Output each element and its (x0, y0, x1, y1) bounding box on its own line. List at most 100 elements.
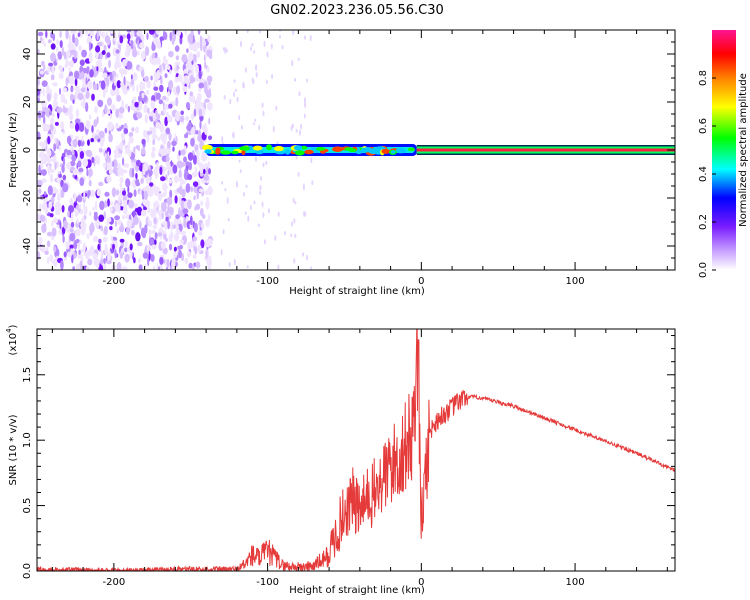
noise-speckle (183, 75, 189, 84)
noise-speckle (133, 146, 136, 153)
faint-speckle (243, 192, 246, 197)
noise-speckle (47, 39, 52, 44)
faint-speckle (262, 162, 265, 168)
noise-speckle (154, 200, 159, 209)
noise-speckle (98, 147, 103, 153)
noise-speckle (208, 135, 212, 141)
noise-speckle (201, 125, 208, 132)
faint-speckle (253, 50, 256, 54)
noise-speckle (108, 59, 111, 69)
noise-speckle (174, 195, 178, 204)
noise-speckle (169, 189, 173, 199)
noise-speckle (85, 120, 91, 130)
signal-blob (407, 147, 415, 152)
faint-speckle (224, 188, 227, 192)
faint-speckle (294, 201, 297, 205)
noise-speckle (117, 172, 121, 177)
noise-speckle (153, 169, 158, 176)
noise-speckle (205, 199, 210, 210)
noise-speckle (145, 176, 151, 183)
noise-speckle (88, 55, 93, 64)
noise-speckle (92, 206, 95, 211)
figure-title: GN02.2023.236.05.56.C30 (270, 3, 444, 18)
noise-speckle (80, 101, 86, 108)
noise-speckle (134, 101, 139, 108)
faint-speckle (238, 159, 241, 163)
noise-speckle (151, 244, 156, 250)
noise-speckle (107, 123, 112, 131)
faint-speckle (221, 135, 224, 143)
noise-speckle (86, 35, 93, 45)
noise-speckle (58, 87, 62, 95)
noise-speckle (143, 129, 148, 138)
noise-speckle (99, 264, 104, 270)
faint-speckle (240, 40, 242, 48)
faint-speckle (262, 110, 265, 117)
noise-speckle (47, 136, 51, 145)
noise-speckle (147, 216, 150, 225)
faint-speckle (274, 235, 277, 242)
noise-speckle (163, 55, 167, 64)
faint-speckle (227, 218, 230, 222)
spectrogram-y-tick-label: 40 (22, 48, 33, 61)
noise-speckle (48, 201, 53, 210)
faint-speckle (302, 183, 305, 191)
noise-speckle (65, 244, 70, 250)
noise-speckle (175, 229, 181, 235)
noise-speckle (94, 135, 100, 140)
noise-speckle (180, 149, 186, 156)
noise-speckle (185, 183, 191, 194)
noise-speckle (41, 223, 47, 234)
noise-speckle (59, 221, 62, 229)
noise-speckle (132, 96, 137, 103)
noise-speckle (41, 80, 48, 87)
faint-speckle (220, 249, 223, 256)
noise-speckle (80, 221, 87, 230)
noise-speckle (104, 191, 110, 197)
noise-speckle (141, 209, 147, 217)
noise-speckle (98, 238, 102, 244)
signal-blob (361, 147, 368, 153)
steady-line-core (416, 148, 675, 152)
signal-blob (285, 149, 291, 155)
faint-speckle (309, 34, 312, 42)
noise-speckle (119, 106, 125, 114)
noise-speckle (121, 215, 126, 220)
snr-exponent-power: 4 (5, 328, 13, 333)
noise-speckle (167, 170, 170, 176)
noise-speckle (166, 65, 171, 71)
faint-speckle (292, 30, 295, 36)
noise-speckle (37, 79, 40, 86)
spectrogram-x-label: Height of straight line (km) (289, 286, 425, 297)
noise-speckle (45, 30, 48, 39)
noise-speckle (114, 249, 117, 259)
noise-speckle (76, 195, 82, 203)
noise-speckle (43, 64, 46, 71)
signal-blob (239, 146, 251, 151)
spectrogram-y-tick-label: 20 (22, 96, 33, 109)
noise-speckle (143, 190, 148, 201)
noise-speckle (78, 167, 84, 173)
noise-speckle (89, 189, 96, 198)
noise-speckle (189, 240, 195, 248)
noise-speckle (199, 35, 203, 45)
colorbar-tick-label: 0.2 (698, 214, 709, 230)
noise-speckle (119, 35, 124, 44)
noise-speckle (87, 80, 93, 90)
noise-speckle (73, 240, 78, 250)
faint-speckle (270, 43, 273, 50)
noise-speckle (167, 91, 170, 97)
noise-speckle (180, 230, 186, 235)
noise-speckle (47, 256, 50, 265)
faint-speckle (260, 176, 263, 181)
noise-speckle (87, 258, 93, 266)
noise-speckle (112, 159, 118, 169)
faint-speckle (253, 200, 256, 205)
noise-speckle (83, 201, 86, 210)
noise-speckle (93, 213, 98, 221)
faint-speckle (251, 77, 254, 83)
noise-speckle (89, 30, 92, 36)
noise-speckle (114, 203, 120, 212)
noise-speckle (103, 211, 106, 220)
noise-speckle (148, 30, 155, 35)
